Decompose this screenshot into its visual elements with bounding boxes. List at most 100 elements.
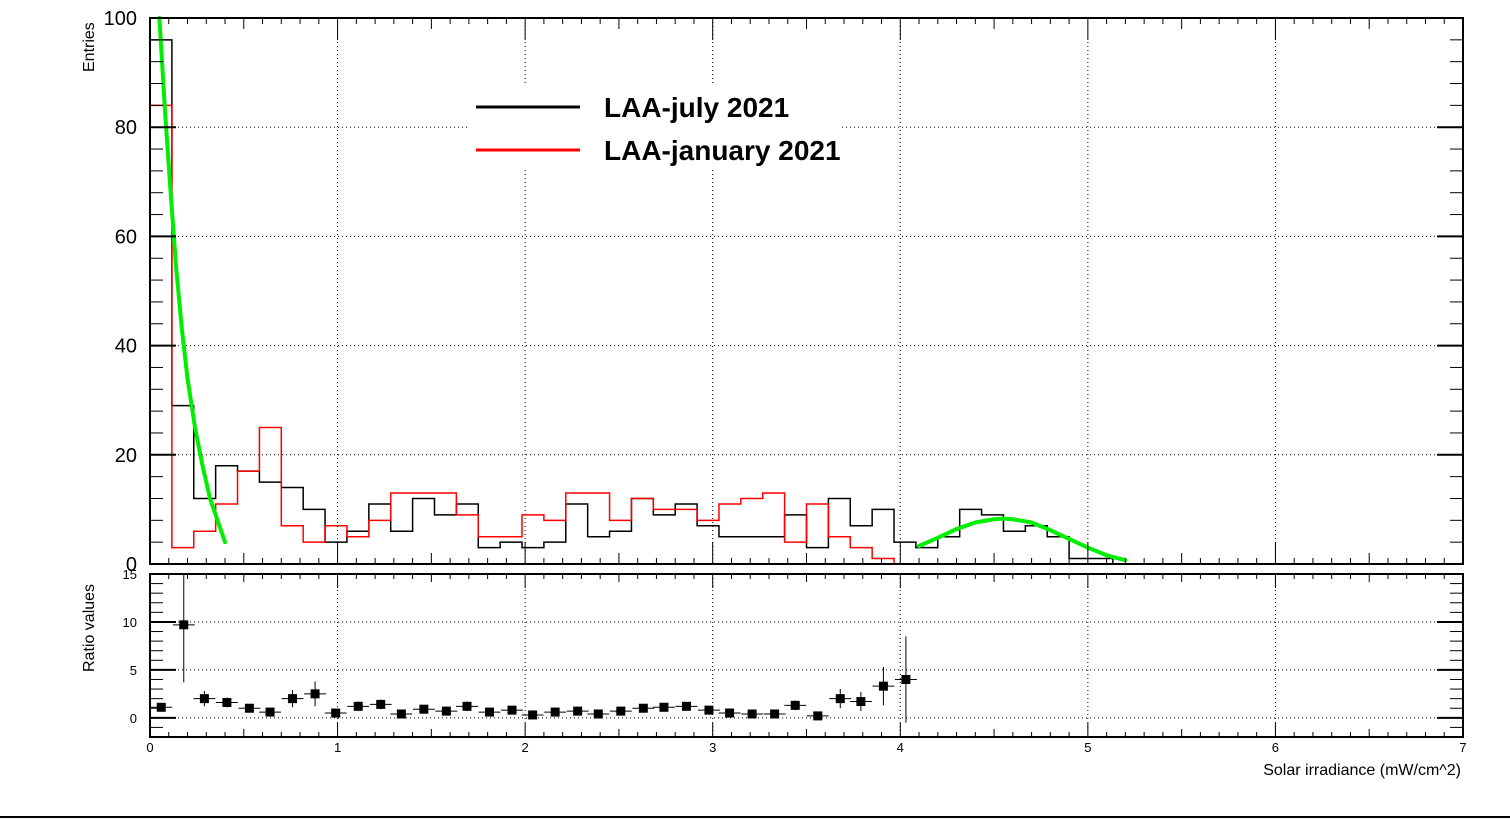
bottom-plot-area bbox=[150, 574, 1463, 737]
ratio-point-21 bbox=[609, 706, 632, 716]
x-tick-label-4: 4 bbox=[897, 740, 904, 755]
ratio-point-7 bbox=[304, 681, 327, 707]
ratio-point-marker-15 bbox=[485, 707, 495, 717]
ratio-point-marker-30 bbox=[813, 711, 823, 721]
ratio-point-marker-21 bbox=[616, 706, 626, 716]
top-y-tick-label-4: 80 bbox=[115, 117, 137, 139]
legend-label-july: LAA-july 2021 bbox=[604, 92, 789, 123]
ratio-point-marker-16 bbox=[507, 705, 517, 715]
top-y-axis-label: Entries bbox=[81, 22, 98, 72]
ratio-point-marker-6 bbox=[288, 694, 298, 704]
ratio-point-marker-34 bbox=[901, 674, 911, 684]
fit-curve-0 bbox=[157, 16, 228, 545]
bottom-frame bbox=[149, 573, 1464, 738]
ratio-point-34 bbox=[894, 636, 917, 723]
ratio-point-4 bbox=[238, 703, 261, 713]
ratio-point-23 bbox=[653, 702, 675, 712]
bottom-y-tick-label-1: 5 bbox=[130, 663, 137, 678]
ratio-points bbox=[150, 574, 917, 723]
top-y-tick-label-1: 20 bbox=[115, 445, 137, 467]
ratio-point-marker-0 bbox=[156, 702, 166, 712]
ratio-point-19 bbox=[566, 706, 589, 716]
ratio-point-29 bbox=[784, 700, 807, 711]
ratio-point-marker-18 bbox=[550, 707, 560, 717]
ratio-point-marker-28 bbox=[770, 709, 780, 719]
x-tick-label-1: 1 bbox=[334, 740, 341, 755]
ratio-point-33 bbox=[872, 667, 895, 706]
ratio-point-marker-1 bbox=[179, 620, 189, 630]
bottom-panel: 0 5 10 15 0 1 2 3 4 5 6 7 Ratio values Solar irradi… bbox=[81, 567, 1467, 779]
top-y-tick-label-3: 60 bbox=[115, 226, 137, 248]
ratio-point-10 bbox=[369, 699, 392, 710]
ratio-point-marker-22 bbox=[638, 703, 648, 713]
top-frame bbox=[149, 17, 1464, 565]
ratio-point-11 bbox=[390, 709, 413, 719]
ratio-point-marker-10 bbox=[376, 699, 386, 709]
ratio-point-marker-9 bbox=[353, 701, 363, 711]
ratio-point-17 bbox=[521, 710, 544, 720]
ratio-point-1 bbox=[172, 574, 195, 683]
bottom-tick-labels: 0 5 10 15 0 1 2 3 4 5 6 7 bbox=[123, 567, 1467, 755]
ratio-point-marker-5 bbox=[265, 707, 275, 717]
top-y-tick-labels: 0 20 40 60 80 100 bbox=[104, 8, 137, 576]
ratio-point-22 bbox=[632, 703, 655, 713]
ratio-point-6 bbox=[281, 690, 304, 708]
ratio-point-9 bbox=[347, 701, 370, 712]
ratio-point-marker-23 bbox=[659, 702, 669, 712]
ratio-point-marker-29 bbox=[790, 700, 800, 710]
ratio-point-marker-24 bbox=[681, 701, 691, 711]
x-tick-label-0: 0 bbox=[146, 740, 153, 755]
ratio-point-20 bbox=[587, 709, 610, 719]
ratio-point-8 bbox=[324, 708, 347, 718]
ratio-point-marker-7 bbox=[310, 689, 320, 699]
ratio-point-31 bbox=[829, 689, 852, 709]
ratio-point-marker-13 bbox=[441, 706, 451, 716]
ratio-point-32 bbox=[849, 691, 872, 712]
top-y-tick-label-0: 0 bbox=[126, 554, 137, 576]
ratio-point-14 bbox=[456, 701, 478, 712]
bottom-y-axis-label: Ratio values bbox=[81, 584, 98, 672]
ratio-point-marker-4 bbox=[244, 703, 254, 713]
ratio-point-marker-11 bbox=[396, 709, 406, 719]
x-tick-label-5: 5 bbox=[1084, 740, 1091, 755]
ratio-point-3 bbox=[215, 697, 238, 708]
top-y-tick-label-5: 100 bbox=[104, 8, 137, 30]
top-y-tick-label-2: 40 bbox=[115, 336, 137, 358]
ratio-point-25 bbox=[698, 705, 720, 715]
ratio-point-28 bbox=[763, 709, 786, 719]
ratio-point-26 bbox=[718, 708, 741, 718]
ratio-point-marker-26 bbox=[725, 708, 735, 718]
legend-label-january: LAA-january 2021 bbox=[604, 135, 841, 166]
ratio-point-15 bbox=[478, 707, 501, 717]
ratio-point-marker-12 bbox=[419, 704, 429, 714]
ratio-point-marker-2 bbox=[199, 694, 209, 704]
ratio-point-18 bbox=[544, 707, 567, 717]
ratio-point-5 bbox=[259, 707, 281, 717]
bottom-y-tick-label-0: 0 bbox=[130, 711, 137, 726]
ratio-point-marker-32 bbox=[856, 697, 866, 707]
ratio-point-30 bbox=[806, 711, 829, 721]
ratio-point-marker-27 bbox=[747, 709, 757, 719]
ratio-point-marker-14 bbox=[462, 701, 472, 711]
ratio-point-marker-33 bbox=[878, 681, 888, 691]
ratio-point-13 bbox=[435, 706, 458, 716]
ratio-point-marker-3 bbox=[222, 697, 232, 707]
ratio-point-2 bbox=[193, 690, 216, 707]
ratio-point-marker-31 bbox=[835, 694, 845, 704]
ratio-point-27 bbox=[741, 709, 764, 719]
x-axis-label: Solar irradiance (mW/cm^2) bbox=[1263, 762, 1461, 779]
ratio-point-marker-20 bbox=[593, 709, 603, 719]
legend: LAA-july 2021 LAA-january 2021 bbox=[470, 84, 841, 169]
bottom-y-tick-label-3: 15 bbox=[123, 567, 137, 582]
bottom-y-tick-label-2: 10 bbox=[123, 615, 137, 630]
ratio-point-marker-17 bbox=[528, 710, 538, 720]
legend-box bbox=[470, 84, 840, 169]
ratio-point-marker-25 bbox=[704, 705, 714, 715]
ratio-point-16 bbox=[501, 705, 523, 715]
ratio-point-marker-8 bbox=[331, 708, 341, 718]
x-tick-label-6: 6 bbox=[1272, 740, 1279, 755]
x-tick-label-3: 3 bbox=[709, 740, 716, 755]
x-tick-label-7: 7 bbox=[1459, 740, 1466, 755]
